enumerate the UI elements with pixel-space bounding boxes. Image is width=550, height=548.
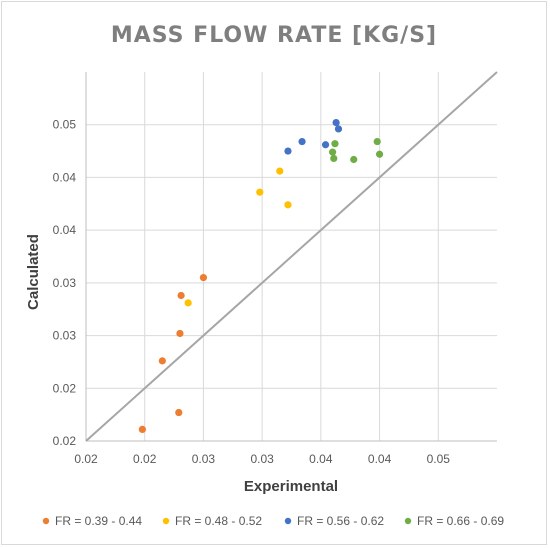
chart-title: MASS FLOW RATE [KG/S] xyxy=(111,23,437,48)
legend-label: FR = 0.39 - 0.44 xyxy=(55,514,142,528)
grid-lines xyxy=(85,72,497,442)
y-axis-label: Calculated xyxy=(25,234,42,310)
data-point-series-4 xyxy=(331,140,339,148)
legend-label: FR = 0.66 - 0.69 xyxy=(417,514,504,528)
data-point-series-1 xyxy=(199,273,208,282)
x-tick-label: 0.04 xyxy=(309,452,333,466)
data-point-series-3 xyxy=(332,119,340,127)
data-point-series-4 xyxy=(375,150,384,158)
data-point-series-2 xyxy=(276,167,284,175)
y-tick-label: 0.02 xyxy=(53,434,77,448)
x-axis-ticks: 0.02 0.02 0.03 0.03 0.04 0.04 0.05 xyxy=(74,452,450,466)
data-point-series-4 xyxy=(373,137,381,146)
reference-line xyxy=(85,71,498,442)
data-point-series-1 xyxy=(176,329,184,338)
data-point-series-4 xyxy=(330,154,338,163)
x-axis-label: Experimental xyxy=(244,478,338,495)
y-tick-label: 0.03 xyxy=(53,329,77,343)
data-point-series-4 xyxy=(350,155,358,164)
data-point-series-3 xyxy=(321,141,330,149)
legend-marker xyxy=(284,517,292,525)
y-tick-label: 0.04 xyxy=(53,170,77,184)
data-point-series-2 xyxy=(284,201,292,209)
x-tick-label: 0.03 xyxy=(250,452,274,466)
legend-marker xyxy=(404,517,412,525)
y-tick-label: 0.03 xyxy=(53,276,77,290)
data-point-series-1 xyxy=(138,425,146,434)
data-point-series-3 xyxy=(334,125,343,133)
x-tick-label: 0.05 xyxy=(427,452,451,466)
legend-marker xyxy=(162,517,170,525)
x-tick-label: 0.04 xyxy=(368,452,392,466)
legend-label: FR = 0.56 - 0.62 xyxy=(297,514,384,528)
x-tick-label: 0.02 xyxy=(133,452,157,466)
legend: FR = 0.39 - 0.44 FR = 0.48 - 0.52 FR = 0.5… xyxy=(42,514,504,528)
data-point-series-1 xyxy=(175,408,183,417)
y-tick-label: 0.04 xyxy=(53,223,77,237)
y-axis-ticks: 0.02 0.02 0.03 0.03 0.04 0.04 0.05 xyxy=(53,118,77,448)
data-points xyxy=(138,119,384,434)
legend-marker xyxy=(42,517,50,525)
data-point-series-1 xyxy=(158,357,166,365)
data-point-series-3 xyxy=(298,137,306,146)
legend-label: FR = 0.48 - 0.52 xyxy=(175,514,262,528)
y-tick-label: 0.05 xyxy=(53,118,77,132)
data-point-series-2 xyxy=(256,188,264,196)
data-point-series-3 xyxy=(284,147,292,155)
x-tick-label: 0.02 xyxy=(74,452,98,466)
y-tick-label: 0.02 xyxy=(53,381,77,395)
data-point-series-4 xyxy=(329,148,337,156)
data-point-series-1 xyxy=(177,291,185,300)
x-tick-label: 0.03 xyxy=(192,452,216,466)
data-point-series-2 xyxy=(184,299,192,307)
